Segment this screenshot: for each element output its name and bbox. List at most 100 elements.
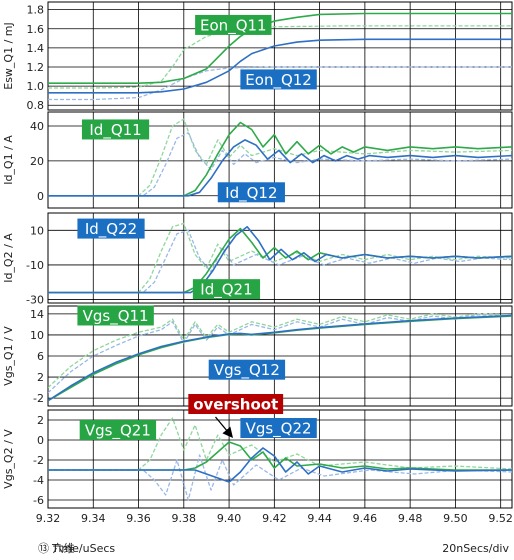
y-tick-label: 6 (37, 350, 44, 363)
chart-panels: 0.8 1.0 1.2 1.4 1.6 1.8 Esw_Q1 / mJ Eon_Q11 Eon_… (2, 1, 513, 509)
y-tick-label: 0.8 (27, 99, 45, 112)
label-box (81, 119, 150, 140)
series-line-vgs_q12 (48, 314, 512, 402)
x-tick-label: 9.50 (443, 512, 468, 525)
x-tick-label: 9.36 (126, 512, 151, 525)
panel-frame (47, 1, 513, 111)
label-box (192, 279, 261, 300)
series-line-3 (48, 25, 512, 89)
series-group (48, 222, 512, 294)
label-text: Vgs_Q22 (246, 420, 312, 439)
y-tick-label: -10 (26, 259, 44, 272)
label-text: Vgs_Q21 (85, 422, 151, 441)
label-text: Id_Q11 (89, 121, 141, 140)
label-box (188, 394, 284, 414)
label-id-q12: Id_Q12 (217, 182, 285, 203)
series-line-id_q12 (48, 139, 512, 197)
time-scale-label: 20nSecs/div (442, 542, 509, 555)
series-line-3 (48, 118, 512, 197)
panel-3: 10 -10 -30 Id_Q2 / A Id_Q22 Id_Q21 (2, 212, 513, 307)
panel-4: 14 10 6 2 -2 Vgs_Q1 / V Vgs_Q11 Vgs_Q12 (2, 305, 513, 407)
y-tick-label: -2 (33, 392, 44, 405)
label-id-q21: Id_Q21 (192, 279, 261, 300)
y-tick-label: 0 (37, 434, 44, 447)
x-tick-label: 9.40 (217, 512, 242, 525)
label-vgs-q21: Vgs_Q21 (79, 420, 157, 441)
y-axis-label: Id_Q1 / A (2, 135, 15, 185)
label-box (77, 305, 154, 326)
label-text: Vgs_Q11 (83, 307, 149, 326)
series-line-4 (48, 66, 512, 101)
x-tick-label: 9.32 (36, 512, 61, 525)
label-text: Id_Q22 (85, 220, 137, 239)
y-tick-label: 14 (30, 308, 44, 321)
y-axis-label: Esw_Q1 / mJ (2, 22, 15, 90)
x-tick-label: 9.52 (488, 512, 513, 525)
series-group (48, 417, 512, 501)
y-axis-label: Vgs_Q2 / V (2, 429, 15, 489)
label-eon-q12: Eon_Q12 (240, 69, 317, 90)
series-line-eon_q11 (48, 12, 512, 84)
x-tick-label: 9.44 (307, 512, 332, 525)
label-text: Id_Q21 (200, 281, 252, 300)
y-tick-label: 1.0 (27, 80, 45, 93)
label-text: Eon_Q11 (200, 16, 267, 35)
panel-2: 0 20 40 Id_Q1 / A Id_Q11 Id_Q12 (2, 111, 513, 209)
panel-5: 2 0 -2 -4 -6 Vgs_Q2 / V Vgs_Q21 Vgs_Q22 overshoo… (2, 394, 513, 509)
series-line-2 (48, 226, 512, 294)
label-vgs-q11: Vgs_Q11 (77, 305, 154, 326)
y-tick-label: 1.8 (27, 4, 45, 17)
label-text: Eon_Q12 (245, 71, 312, 90)
x-tick-label: 9.42 (262, 512, 287, 525)
x-axis: 9.32 9.34 9.36 9.38 9.40 9.42 9.44 9.46 9.48 9.50… (36, 512, 513, 525)
series-line-3 (48, 417, 512, 471)
y-tick-label: 40 (30, 120, 44, 133)
label-box (240, 418, 317, 438)
label-box (217, 182, 285, 203)
series-group (48, 12, 512, 101)
y-tick-label: 1.6 (27, 23, 45, 36)
x-tick-label: 9.48 (398, 512, 423, 525)
label-box (208, 359, 286, 380)
series-line-eon_q12 (48, 38, 512, 94)
series-line-4 (48, 454, 512, 501)
y-tick-label: 10 (30, 224, 44, 237)
label-eon-q11: Eon_Q11 (195, 14, 272, 35)
y-tick-label: 1.2 (27, 61, 45, 74)
y-tick-label: -6 (33, 494, 44, 507)
label-text: Vgs_Q12 (214, 361, 280, 380)
series-group (48, 118, 512, 197)
label-box (195, 14, 272, 35)
y-tick-label: 10 (30, 329, 44, 342)
y-tick-label: -2 (33, 454, 44, 467)
y-tick-label: 2 (37, 371, 44, 384)
series-line-4 (48, 132, 512, 197)
y-tick-label: 20 (30, 155, 44, 168)
watermark-text: ⑬ 六维 (38, 542, 75, 555)
series-line-4 (48, 229, 512, 294)
y-axis-label: Vgs_Q1 / V (2, 326, 15, 386)
label-id-q22: Id_Q22 (77, 218, 145, 239)
y-axis-label: Id_Q2 / A (2, 233, 15, 283)
label-box (79, 420, 157, 440)
label-overshoot: overshoot (188, 394, 284, 414)
label-text: overshoot (193, 396, 278, 414)
series-line-id_q11 (48, 121, 512, 197)
series-line-vgs_q22 (48, 447, 512, 483)
series-group (48, 313, 512, 402)
panel-1: 0.8 1.0 1.2 1.4 1.6 1.8 Esw_Q1 / mJ Eon_Q11 Eon_… (2, 1, 513, 112)
y-tick-label: 1.4 (27, 42, 45, 55)
label-id-q11: Id_Q11 (81, 119, 150, 140)
y-tick-label: -4 (33, 474, 44, 487)
x-axis-label: Time/uSecs (51, 542, 115, 555)
overshoot-arrow (214, 416, 234, 438)
y-tick-label: 2 (37, 414, 44, 427)
x-tick-label: 9.34 (81, 512, 106, 525)
x-tick-label: 9.46 (353, 512, 378, 525)
label-vgs-q22: Vgs_Q22 (240, 418, 317, 439)
y-tick-label: 0 (37, 190, 44, 203)
y-tick-label: -30 (26, 294, 44, 307)
label-box (240, 69, 317, 90)
label-text: Id_Q12 (225, 184, 277, 203)
